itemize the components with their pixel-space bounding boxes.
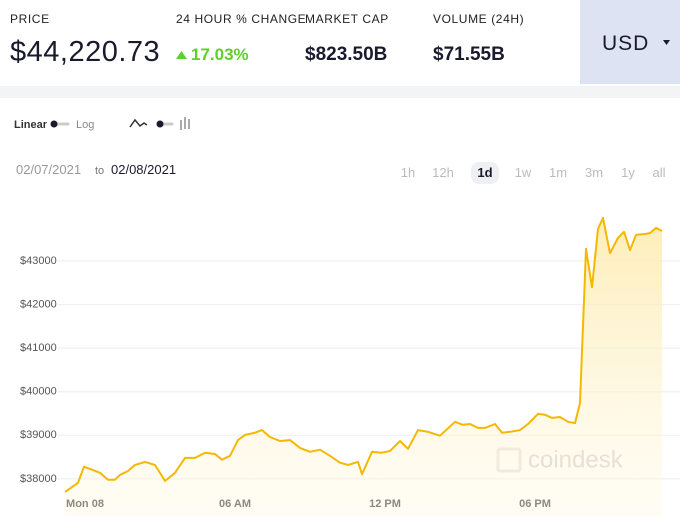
change: 17.03% bbox=[191, 45, 249, 64]
market-cap-label: MARKET CAP bbox=[305, 12, 389, 26]
y-tick-label: $41000 bbox=[20, 342, 57, 354]
area bbox=[65, 217, 662, 516]
range-button[interactable]: 1m bbox=[548, 165, 568, 180]
date-from[interactable]: 02/07/2021 bbox=[16, 162, 82, 177]
price: $44,220.73 bbox=[10, 36, 161, 68]
scale-toggle[interactable] bbox=[50, 120, 70, 128]
range-button[interactable]: 1h bbox=[400, 165, 416, 180]
scale-log[interactable]: Log bbox=[76, 119, 95, 131]
range-button[interactable]: 1d bbox=[471, 162, 499, 184]
range-button[interactable]: 3m bbox=[584, 165, 604, 180]
y-tick-label: $39000 bbox=[20, 429, 57, 441]
y-tick-label: $42000 bbox=[20, 298, 57, 310]
currency[interactable]: USD bbox=[602, 32, 650, 55]
date-separator: to bbox=[95, 165, 105, 177]
volume-label: VOLUME (24H) bbox=[433, 12, 525, 26]
price-line bbox=[64, 216, 663, 493]
range-button[interactable]: 12h bbox=[432, 165, 454, 180]
range-button[interactable]: 1y bbox=[621, 165, 635, 180]
divider bbox=[0, 86, 680, 98]
y-tick-label: $40000 bbox=[20, 386, 57, 398]
y-tick-label: $38000 bbox=[20, 473, 57, 485]
change-label: 24 HOUR % CHANGE bbox=[176, 12, 307, 26]
scale-linear[interactable]: Linear bbox=[14, 119, 48, 131]
y-tick-label: $43000 bbox=[20, 255, 57, 267]
date-to[interactable]: 02/08/2021 bbox=[111, 162, 177, 177]
price-label: PRICE bbox=[10, 12, 50, 26]
chart-type-toggle[interactable] bbox=[128, 115, 194, 133]
caret bbox=[663, 40, 670, 45]
market-cap: $823.50B bbox=[305, 44, 388, 65]
up-arrow bbox=[176, 51, 187, 59]
range-button[interactable]: all bbox=[652, 165, 666, 180]
currency-select[interactable]: USD bbox=[580, 0, 680, 84]
range-button[interactable]: 1w bbox=[514, 165, 532, 180]
volume: $71.55B bbox=[433, 44, 505, 65]
